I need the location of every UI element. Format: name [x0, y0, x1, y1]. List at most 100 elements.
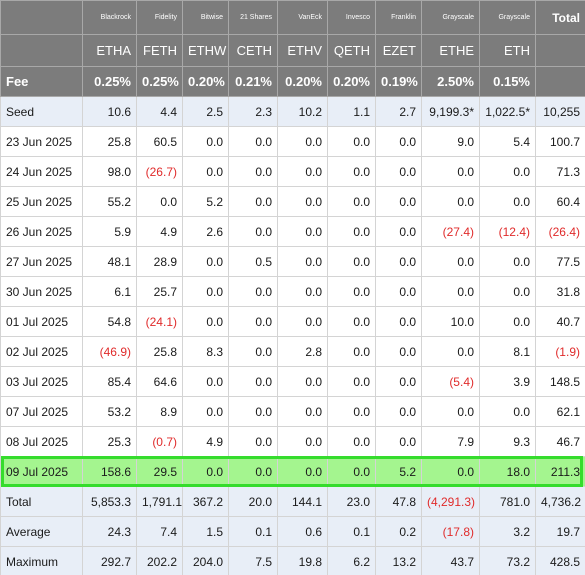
row-label: 23 Jun 2025	[0, 126, 83, 157]
table-cell: 8.3	[182, 336, 229, 367]
highlighted-table-row: 09 Jul 2025 158.6 29.5 0.0 0.0 0.0 0.0 5.2 0.0 18…	[0, 456, 585, 487]
table-cell: 0.0	[375, 276, 422, 307]
table-cell: (0.7)	[136, 426, 183, 457]
table-cell: 55.2	[82, 186, 137, 217]
table-cell: 0.0	[375, 126, 422, 157]
table-cell: 77.5	[535, 246, 585, 277]
table-cell: 5.2	[182, 186, 229, 217]
table-cell: 0.0	[228, 126, 278, 157]
row-label: Average	[0, 516, 83, 547]
fee-value: 0.20%	[182, 66, 229, 97]
table-cell: 8.9	[136, 396, 183, 427]
table-cell: 0.0	[327, 246, 376, 277]
table-cell: 0.0	[277, 366, 328, 397]
table-cell: 25.8	[82, 126, 137, 157]
table-cell: 4,736.2	[535, 486, 585, 517]
table-cell: 5,853.3	[82, 486, 137, 517]
table-row: Seed 10.6 4.4 2.5 2.3 10.2 1.1 2.7 9,199.3* 1,022…	[0, 96, 585, 127]
table-cell: 29.5	[136, 456, 183, 487]
table-row: 03 Jul 2025 85.4 64.6 0.0 0.0 0.0 0.0 0.0 (5.4) 3…	[0, 366, 585, 397]
table-cell: 0.0	[228, 336, 278, 367]
table-cell: 10.2	[277, 96, 328, 127]
table-cell: 0.0	[277, 246, 328, 277]
table-row: 23 Jun 2025 25.8 60.5 0.0 0.0 0.0 0.0 0.0 9.0 5.4…	[0, 126, 585, 157]
table-cell: 1.1	[327, 96, 376, 127]
row-label: 03 Jul 2025	[0, 366, 83, 397]
table-cell: 53.2	[82, 396, 137, 427]
table-cell: 0.0	[375, 426, 422, 457]
fee-value: 0.21%	[228, 66, 278, 97]
table-cell: 0.0	[277, 216, 328, 247]
fee-value: 0.20%	[327, 66, 376, 97]
table-cell: 0.0	[327, 306, 376, 337]
table-cell: 28.9	[136, 246, 183, 277]
table-cell: 25.7	[136, 276, 183, 307]
table-cell: 31.8	[535, 276, 585, 307]
table-cell: (27.4)	[421, 216, 480, 247]
table-cell: 0.0	[421, 456, 480, 487]
table-cell: 0.0	[228, 366, 278, 397]
table-cell: 40.7	[535, 306, 585, 337]
table-cell: (4,291.3)	[421, 486, 480, 517]
table-cell: 0.0	[421, 396, 480, 427]
table-cell: 54.8	[82, 306, 137, 337]
table-row: 08 Jul 2025 25.3 (0.7) 4.9 0.0 0.0 0.0 0.0 7.9 9.…	[0, 426, 585, 457]
ticker-header: FETH	[136, 34, 183, 67]
table-cell: 19.8	[277, 546, 328, 575]
table-cell: 0.0	[228, 456, 278, 487]
table-cell: 0.0	[327, 396, 376, 427]
summary-row: Maximum 292.7 202.2 204.0 7.5 19.8 6.2 13.2 43.7…	[0, 546, 585, 575]
table-cell: 0.0	[421, 156, 480, 187]
table-cell: 23.0	[327, 486, 376, 517]
table-cell: (1.9)	[535, 336, 585, 367]
table-cell: 0.0	[277, 276, 328, 307]
table-cell: 7.9	[421, 426, 480, 457]
table-cell: 0.0	[327, 126, 376, 157]
ticker-header	[0, 34, 83, 67]
table-row: 01 Jul 2025 54.8 (24.1) 0.0 0.0 0.0 0.0 0.0 10.0…	[0, 306, 585, 337]
table-cell: 18.0	[479, 456, 536, 487]
row-label: 25 Jun 2025	[0, 186, 83, 217]
table-cell: 5.2	[375, 456, 422, 487]
table-cell: 8.1	[479, 336, 536, 367]
table-cell: 2.3	[228, 96, 278, 127]
table-cell: 100.7	[535, 126, 585, 157]
issuer-header: VanEck	[277, 0, 328, 35]
table-cell: 0.0	[277, 186, 328, 217]
table-cell: 0.0	[327, 456, 376, 487]
table-cell: 85.4	[82, 366, 137, 397]
table-cell: 71.3	[535, 156, 585, 187]
table-cell: 7.4	[136, 516, 183, 547]
fee-value: 0.15%	[479, 66, 536, 97]
ticker-header: ETHE	[421, 34, 480, 67]
issuer-header: Grayscale	[421, 0, 480, 35]
table-cell: 48.1	[82, 246, 137, 277]
table-cell: (12.4)	[479, 216, 536, 247]
table-cell: 0.0	[327, 216, 376, 247]
table-cell: 0.0	[327, 426, 376, 457]
issuer-header: Bitwise	[182, 0, 229, 35]
table-cell: 0.0	[228, 426, 278, 457]
table-cell: 13.2	[375, 546, 422, 575]
table-cell: 0.6	[277, 516, 328, 547]
table-cell: 0.0	[277, 306, 328, 337]
table-cell: (46.9)	[82, 336, 137, 367]
table-cell: 148.5	[535, 366, 585, 397]
table-cell: 60.4	[535, 186, 585, 217]
table-row: 26 Jun 2025 5.9 4.9 2.6 0.0 0.0 0.0 0.0 (27.4) (1…	[0, 216, 585, 247]
table-cell: (17.8)	[421, 516, 480, 547]
table-row: 24 Jun 2025 98.0 (26.7) 0.0 0.0 0.0 0.0 0.0 0.0 0…	[0, 156, 585, 187]
table-cell: 5.4	[479, 126, 536, 157]
table-cell: 367.2	[182, 486, 229, 517]
table-cell: 0.0	[327, 276, 376, 307]
table-cell: 60.5	[136, 126, 183, 157]
table-cell: 62.1	[535, 396, 585, 427]
table-cell: 2.7	[375, 96, 422, 127]
table-cell: 0.0	[327, 336, 376, 367]
table-cell: 0.0	[375, 186, 422, 217]
table-cell: 211.3	[535, 456, 585, 487]
table-cell: 0.0	[228, 156, 278, 187]
fee-value: 0.19%	[375, 66, 422, 97]
fee-value: 0.25%	[136, 66, 183, 97]
